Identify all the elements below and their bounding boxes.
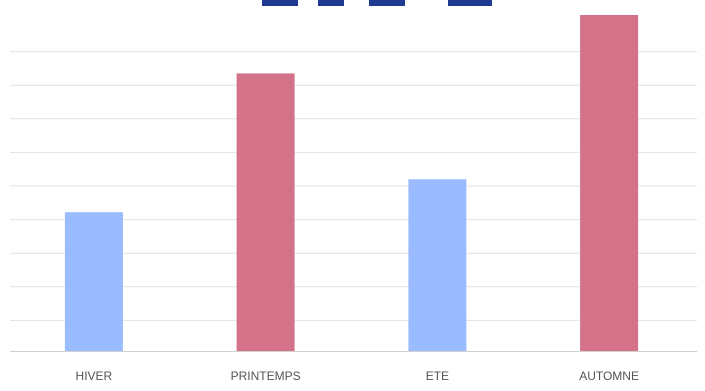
bar-printemps bbox=[236, 73, 295, 352]
bars bbox=[64, 15, 639, 352]
gridlines bbox=[10, 51, 697, 321]
bar-ete bbox=[408, 179, 467, 351]
x-tick-label: ETE bbox=[426, 369, 449, 383]
x-tick-label: PRINTEMPS bbox=[231, 369, 301, 383]
bar-hiver bbox=[64, 212, 123, 351]
x-tick-label: HIVER bbox=[76, 369, 113, 383]
chart-title-fragment bbox=[262, 0, 492, 6]
bar-automne bbox=[580, 15, 639, 351]
x-tick-label: AUTOMNE bbox=[579, 369, 639, 383]
x-axis-labels: HIVER PRINTEMPS ETE AUTOMNE bbox=[76, 369, 639, 383]
